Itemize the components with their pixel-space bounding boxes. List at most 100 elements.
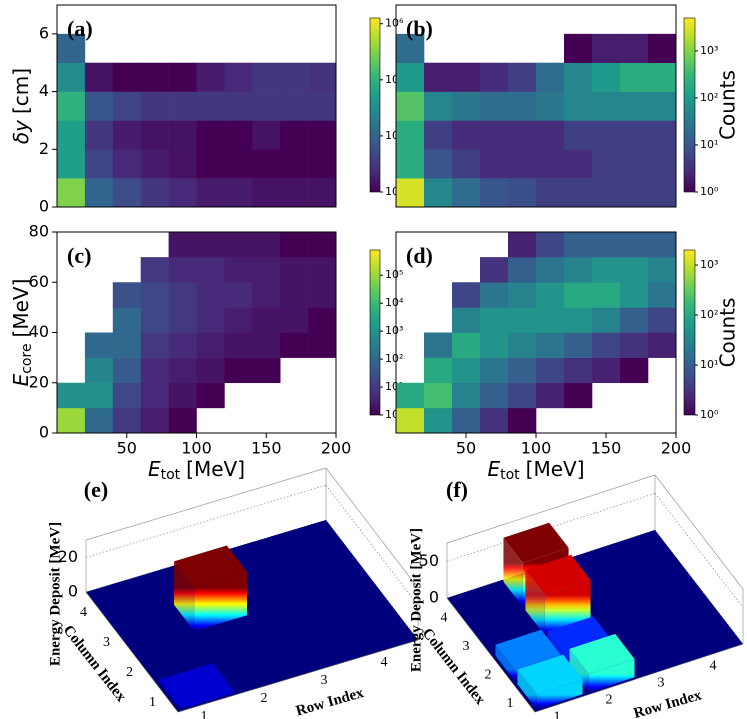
heatmap-cell (57, 62, 86, 92)
row-tick-label: 1 (201, 709, 208, 719)
heatmap-cell (480, 357, 509, 384)
heatmap-cell (452, 91, 481, 121)
heatmap-cell (480, 382, 509, 409)
bar-side (525, 569, 545, 636)
heatmap-cell (508, 62, 537, 92)
heatmap-cell (452, 357, 481, 384)
bar-side (588, 658, 635, 693)
heatmap-cell (508, 149, 537, 179)
axis-label-unit: [MeV] (526, 457, 585, 481)
heatmap-cell (564, 62, 593, 92)
bar-top (173, 545, 248, 588)
heatmap-cell (396, 120, 425, 150)
heatmap-cell (84, 91, 114, 121)
heatmap-cell (112, 307, 141, 333)
heatmap-cell (592, 307, 621, 333)
bar-top (629, 561, 695, 602)
axis-label-sub: tot (500, 467, 520, 483)
heatmap-cell (84, 120, 114, 150)
heatmap-cell (480, 178, 509, 208)
heatmap-cell (224, 307, 253, 333)
heatmap-cell (168, 357, 197, 384)
heatmap-cell (564, 33, 593, 64)
heatmap-cell (308, 149, 337, 179)
x-tick-label: 100 (521, 439, 552, 458)
colorbar-label: Counts (716, 70, 740, 140)
heatmap-cell (536, 357, 565, 384)
bar-top (136, 636, 211, 680)
column-tick-label: 1 (149, 695, 156, 710)
heatmap-cell (252, 357, 281, 384)
x-tick-label: 150 (591, 439, 622, 458)
heatmap-cell (424, 332, 453, 358)
heatmap-cell (648, 149, 677, 179)
row-tick-label: 3 (658, 676, 665, 691)
bar-top (577, 578, 643, 619)
heatmap-cell (224, 232, 253, 258)
panel-label: (b) (406, 16, 433, 41)
heatmap-cell (57, 178, 86, 208)
colorbar (683, 249, 696, 416)
axis-label-sub: tot (161, 467, 181, 483)
panel-label: (f) (446, 477, 468, 502)
heatmap-cell (280, 232, 309, 258)
z-axis-label: Energy Deposit [MeV] (47, 522, 63, 666)
heatmap-cell (620, 62, 649, 92)
bar-top (621, 635, 687, 676)
y-tick-label: 40 (29, 322, 49, 341)
heatmap-cell (196, 332, 225, 358)
heatmap-cell (57, 91, 86, 121)
axis-label-unit: [MeV] (9, 279, 33, 338)
heatmap-cell (564, 120, 593, 150)
z-grid (325, 485, 419, 606)
heatmap-cell (112, 357, 141, 384)
z-tick-label: 20 (58, 547, 78, 566)
heatmap-cell (308, 282, 337, 308)
heatmap-cell (648, 120, 677, 150)
heatmap-cell (280, 282, 309, 308)
heatmap-cell (480, 62, 509, 92)
bar (517, 654, 583, 710)
bar-side (159, 679, 181, 710)
box-edge (446, 597, 536, 713)
heatmap-cell (252, 257, 281, 283)
column-tick-label: 3 (103, 635, 110, 650)
heatmap-cell (224, 357, 253, 384)
bar (90, 576, 165, 620)
heatmap-cell (620, 178, 649, 208)
heatmap-cell (564, 282, 593, 308)
heatmap-cell (564, 232, 593, 258)
bar-top (607, 532, 673, 573)
bar (339, 612, 414, 656)
heatmap-cell (168, 382, 197, 409)
bar-top (316, 582, 391, 626)
heatmap-cell (57, 33, 86, 64)
heatmap-cell (168, 91, 197, 121)
heatmap-cell (252, 91, 281, 121)
bar (233, 570, 308, 614)
box-edge (534, 643, 744, 713)
heatmap-cell (57, 149, 86, 179)
heatmap-cell (480, 120, 509, 150)
y-tick-label: 20 (29, 372, 49, 391)
heatmap-cell (536, 307, 565, 333)
bar (569, 633, 635, 693)
axis-label: Etot [MeV] (148, 457, 245, 484)
bar-top (451, 583, 517, 624)
y-tick-label: 2 (39, 139, 49, 158)
panel-label: (a) (67, 16, 93, 41)
heatmap-cell (196, 282, 225, 308)
heatmap-cell (536, 149, 565, 179)
heatmap-cell (536, 332, 565, 358)
colorbar-tick-label: 10² (700, 91, 718, 104)
bar (577, 578, 643, 619)
heatmap-cell (424, 357, 453, 384)
heatmap-cell (112, 178, 141, 208)
heatmap-cell (536, 232, 565, 258)
heatmap-cell (508, 91, 537, 121)
heatmap-cell (452, 282, 481, 308)
y-tick-label: 0 (39, 423, 49, 442)
axis-label: Ecore [MeV] (9, 279, 36, 387)
heatmap-cell (140, 257, 169, 283)
